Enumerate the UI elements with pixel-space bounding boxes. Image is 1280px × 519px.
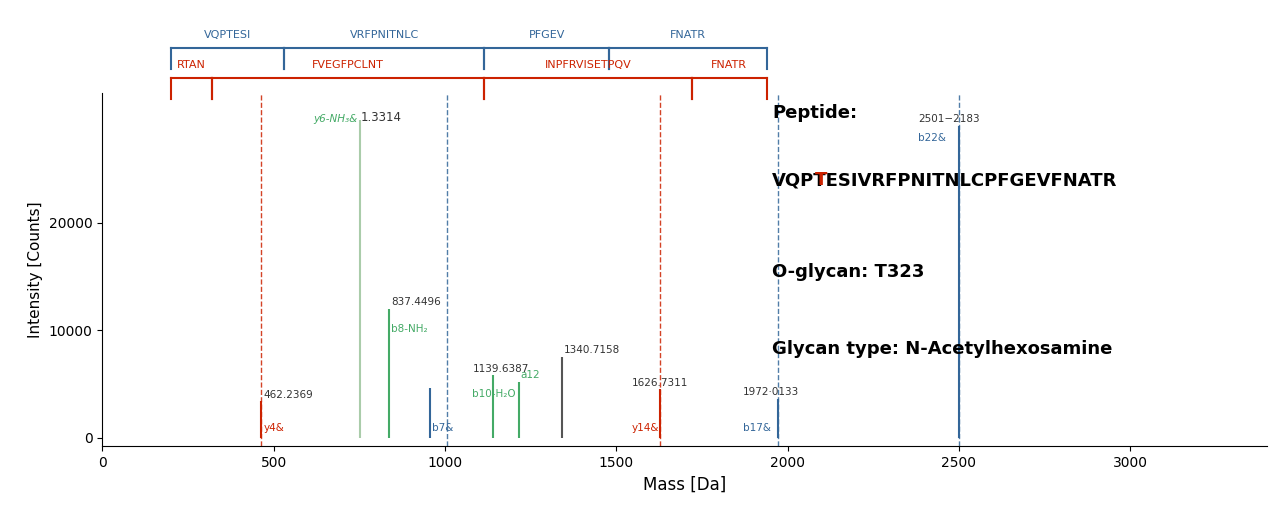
- Text: a12: a12: [521, 370, 540, 380]
- Text: FNATR: FNATR: [671, 31, 707, 40]
- Text: FNATR: FNATR: [712, 61, 748, 71]
- Text: b10-H₂O: b10-H₂O: [472, 389, 516, 399]
- Text: 1340.7158: 1340.7158: [563, 346, 620, 356]
- Text: 1139.6387: 1139.6387: [472, 364, 529, 374]
- Text: 2501−2183: 2501−2183: [918, 114, 979, 124]
- Text: 1.3314: 1.3314: [361, 111, 402, 124]
- Text: T: T: [814, 171, 827, 189]
- Text: 1972·0133: 1972·0133: [742, 387, 799, 398]
- Text: 462.2369: 462.2369: [264, 390, 314, 400]
- X-axis label: Mass [Da]: Mass [Da]: [643, 475, 727, 494]
- Text: y4&: y4&: [264, 424, 284, 433]
- Text: Peptide:: Peptide:: [772, 104, 858, 122]
- Text: O-glycan: T323: O-glycan: T323: [772, 263, 924, 281]
- Text: INPFRVISETPQV: INPFRVISETPQV: [545, 61, 631, 71]
- Text: b22&: b22&: [918, 133, 946, 143]
- Text: RTAN: RTAN: [177, 61, 206, 71]
- Text: y6-NH₃&: y6-NH₃&: [312, 114, 357, 124]
- Text: b7&: b7&: [431, 424, 453, 433]
- Text: y14&: y14&: [632, 424, 659, 433]
- Text: 1626.7311: 1626.7311: [632, 378, 689, 388]
- Text: VRFPNITNLC: VRFPNITNLC: [349, 31, 419, 40]
- Text: b8-NH₂: b8-NH₂: [392, 324, 428, 334]
- Text: PFGEV: PFGEV: [529, 31, 564, 40]
- Text: FVEGFPCLNT: FVEGFPCLNT: [312, 61, 384, 71]
- Text: Glycan type: N-Acetylhexosamine: Glycan type: N-Acetylhexosamine: [772, 340, 1112, 359]
- Text: 837.4496: 837.4496: [392, 297, 442, 307]
- Y-axis label: Intensity [Counts]: Intensity [Counts]: [28, 201, 44, 338]
- Text: VQPTESIVRFPNITNLCPFGEVFNATR: VQPTESIVRFPNITNLCPFGEVFNATR: [772, 171, 1117, 189]
- Text: b17&: b17&: [742, 424, 771, 433]
- Text: VQPTESI: VQPTESI: [204, 31, 251, 40]
